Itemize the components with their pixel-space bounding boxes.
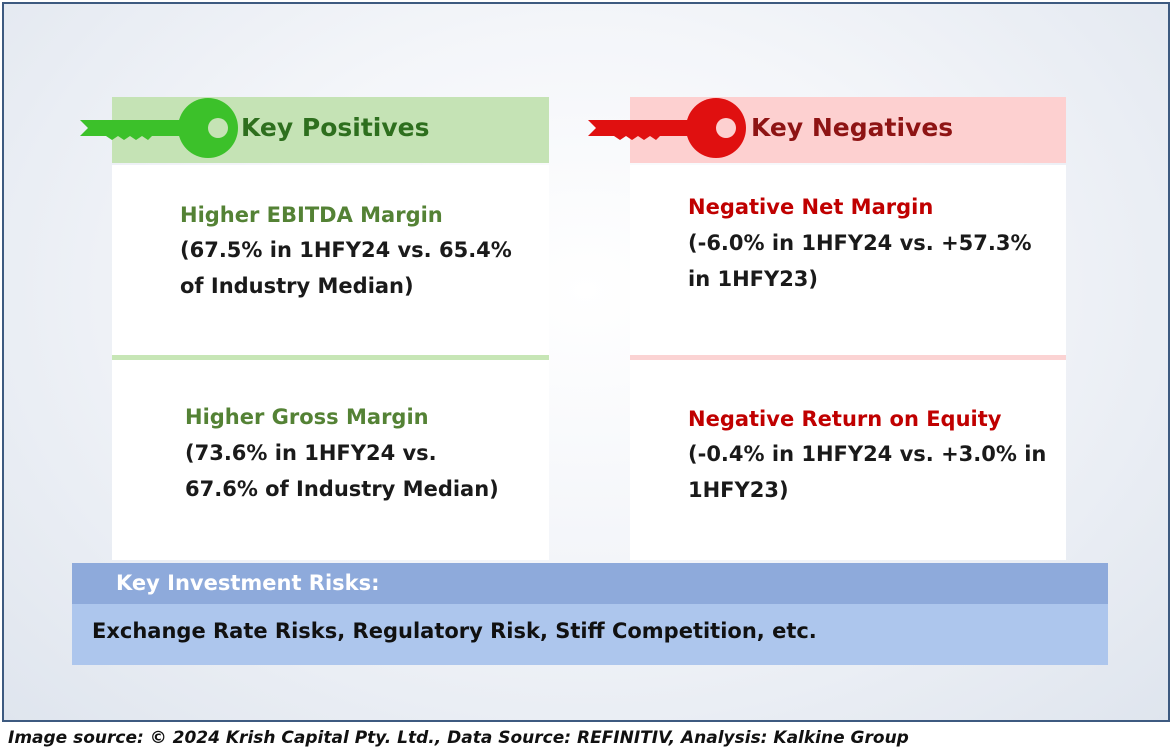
investment-risks-body: Exchange Rate Risks, Regulatory Risk, St… [72,604,1108,665]
investment-risks-title: Key Investment Risks: [116,571,380,595]
negative-item-detail: (-0.4% in 1HFY24 vs. +3.0% in [688,442,1047,466]
negative-card-roe: Negative Return on Equity (-0.4% in 1HFY… [630,360,1066,560]
positive-card-gross: Higher Gross Margin (73.6% in 1HFY24 vs.… [112,360,549,560]
positive-item-title: Higher Gross Margin [185,405,429,429]
negative-item-title: Negative Net Margin [688,195,934,219]
investment-risks-text: Exchange Rate Risks, Regulatory Risk, St… [92,619,817,643]
image-source-caption: Image source: © 2024 Krish Capital Pty. … [8,728,909,748]
key-positives-title: Key Positives [241,113,430,142]
positive-item-detail: of Industry Median) [180,274,414,298]
negative-item-detail: 1HFY23) [688,478,789,502]
positive-item-detail: (67.5% in 1HFY24 vs. 65.4% [180,238,512,262]
investment-risks-header: Key Investment Risks: [72,563,1108,604]
positive-card-ebitda: Higher EBITDA Margin (67.5% in 1HFY24 vs… [112,165,549,355]
infographic-frame: Key Positives Key Negatives Higher EBITD… [2,2,1170,722]
red-key-icon [588,98,746,158]
negative-item-detail: in 1HFY23) [688,267,819,291]
positive-item-title: Higher EBITDA Margin [180,203,443,227]
key-negatives-title: Key Negatives [751,113,954,142]
green-key-icon [80,98,238,158]
negative-item-title: Negative Return on Equity [688,407,1002,431]
positive-divider [112,355,549,360]
negative-divider [630,355,1066,360]
negative-item-detail: (-6.0% in 1HFY24 vs. +57.3% [688,231,1032,255]
negative-card-net-margin: Negative Net Margin (-6.0% in 1HFY24 vs.… [630,165,1066,355]
positive-item-detail: 67.6% of Industry Median) [185,477,499,501]
positive-item-detail: (73.6% in 1HFY24 vs. [185,441,437,465]
